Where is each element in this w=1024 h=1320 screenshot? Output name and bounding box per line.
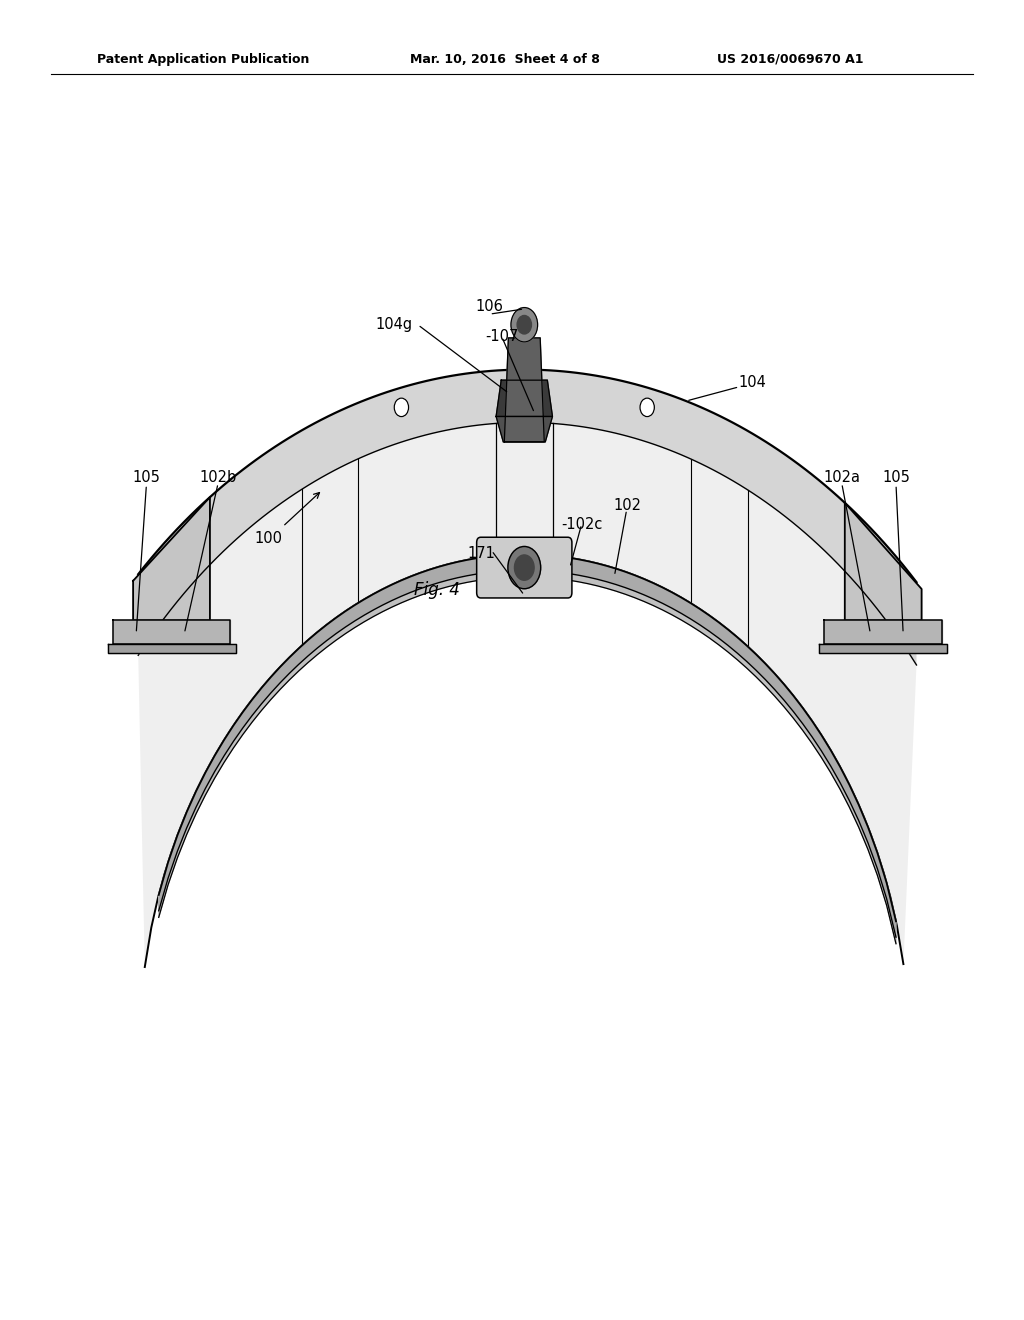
FancyBboxPatch shape [477,537,571,598]
Text: 171: 171 [467,545,496,561]
Circle shape [508,546,541,589]
Text: 104: 104 [738,375,767,391]
Polygon shape [845,503,922,620]
Polygon shape [819,644,947,653]
Circle shape [514,554,535,581]
Text: 100: 100 [254,531,283,546]
Polygon shape [504,338,545,442]
Text: -102c: -102c [561,516,602,532]
Text: 106: 106 [475,298,504,314]
Polygon shape [496,417,553,442]
Circle shape [640,399,654,417]
Text: Fig. 4: Fig. 4 [415,581,460,599]
Text: 105: 105 [132,470,161,486]
Polygon shape [113,620,230,644]
Text: 102: 102 [613,498,642,513]
Polygon shape [824,620,942,644]
Text: US 2016/0069670 A1: US 2016/0069670 A1 [717,53,863,66]
Text: -107: -107 [485,329,518,345]
Text: 102a: 102a [823,470,860,486]
Text: Mar. 10, 2016  Sheet 4 of 8: Mar. 10, 2016 Sheet 4 of 8 [410,53,599,66]
Text: Patent Application Publication: Patent Application Publication [97,53,309,66]
Polygon shape [133,498,210,620]
Text: 105: 105 [882,470,910,486]
Polygon shape [159,570,896,944]
Polygon shape [496,380,553,417]
Text: 104g: 104g [376,317,413,333]
Circle shape [517,315,531,334]
Polygon shape [138,370,916,665]
Polygon shape [138,422,916,968]
Circle shape [394,399,409,417]
Text: 102b: 102b [200,470,237,486]
Polygon shape [108,644,236,653]
Polygon shape [159,554,896,937]
Circle shape [511,308,538,342]
